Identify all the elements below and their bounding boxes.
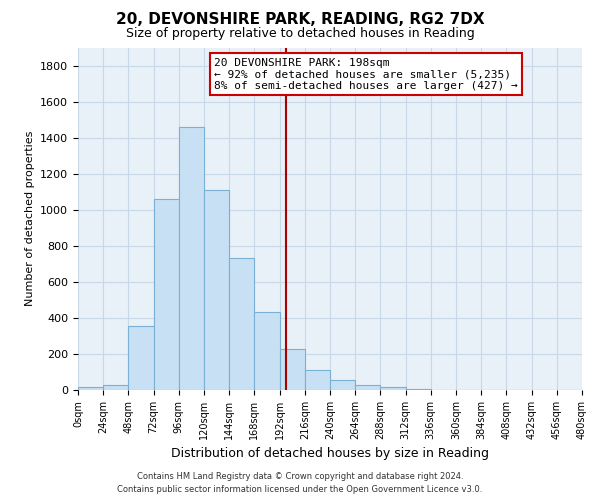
Bar: [406, 389, 431, 390]
Y-axis label: Number of detached properties: Number of detached properties: [25, 131, 35, 306]
Bar: [280, 350, 305, 390]
Bar: [154, 199, 179, 390]
Bar: [229, 258, 254, 390]
Bar: [330, 380, 355, 390]
X-axis label: Distribution of detached houses by size in Reading: Distribution of detached houses by size …: [171, 448, 489, 460]
Bar: [103, 384, 128, 390]
Bar: [254, 312, 280, 390]
Text: Contains HM Land Registry data © Crown copyright and database right 2024.
Contai: Contains HM Land Registry data © Crown c…: [118, 472, 482, 494]
Bar: [355, 386, 380, 390]
Bar: [204, 190, 229, 390]
Bar: [78, 388, 103, 390]
Text: Size of property relative to detached houses in Reading: Size of property relative to detached ho…: [125, 28, 475, 40]
Bar: [179, 127, 204, 390]
Bar: [380, 388, 406, 390]
Bar: [305, 370, 330, 390]
Bar: [128, 326, 154, 390]
Text: 20, DEVONSHIRE PARK, READING, RG2 7DX: 20, DEVONSHIRE PARK, READING, RG2 7DX: [116, 12, 484, 28]
Text: 20 DEVONSHIRE PARK: 198sqm
← 92% of detached houses are smaller (5,235)
8% of se: 20 DEVONSHIRE PARK: 198sqm ← 92% of deta…: [214, 58, 518, 91]
